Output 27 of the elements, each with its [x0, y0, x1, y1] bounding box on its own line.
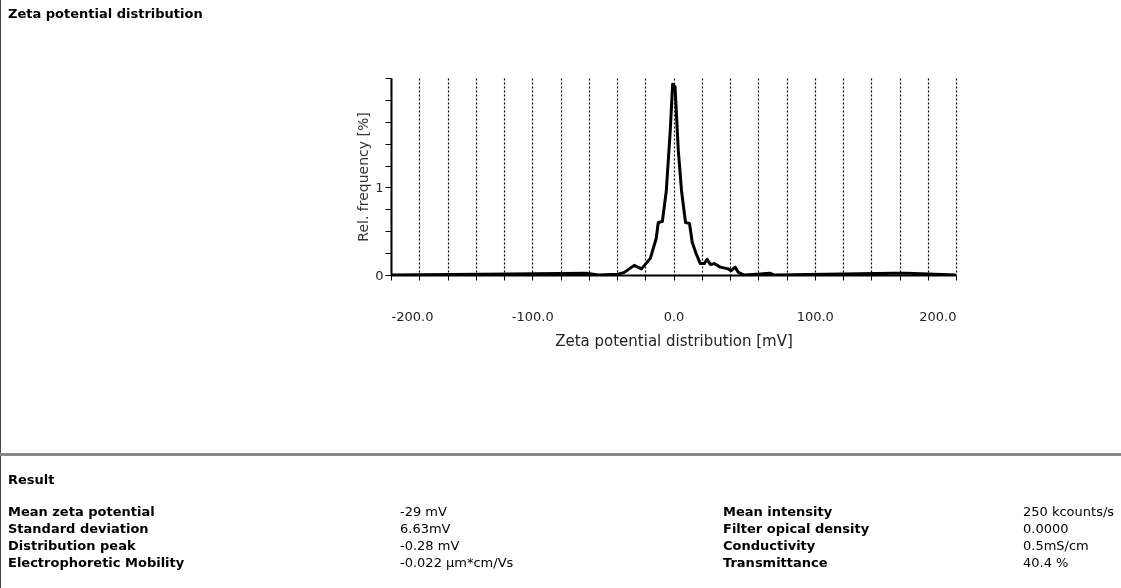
- x-tick-label: -200.0: [391, 308, 434, 324]
- x-tick-label: 200.0: [919, 308, 957, 324]
- text: 0.5mS/cm: [1023, 538, 1089, 553]
- y-tick-label: 0: [375, 267, 384, 283]
- text: Result: [8, 472, 55, 487]
- y-axis-title: Rel. frequency [%]: [355, 112, 372, 242]
- text: 6.63mV: [400, 521, 451, 536]
- text: Transmittance: [723, 555, 828, 570]
- text: Mean intensity: [723, 504, 833, 519]
- x-tick-label: 0.0: [663, 308, 685, 324]
- text: Mean zeta potential: [8, 504, 155, 519]
- text: 250 kcounts/s: [1023, 504, 1115, 519]
- text: -0.28 mV: [400, 538, 460, 553]
- text: 40.4 %: [1023, 555, 1069, 570]
- text: Zeta potential distribution: [8, 6, 203, 21]
- text: Electrophoretic Mobility: [8, 555, 185, 570]
- text: Standard deviation: [8, 521, 149, 536]
- text: -29 mV: [400, 504, 447, 519]
- y-tick-label: 1: [375, 179, 384, 195]
- x-axis-title: Zeta potential distribution [mV]: [555, 331, 793, 350]
- text: 0.0000: [1023, 521, 1069, 536]
- text: -0.022 µm*cm/Vs: [400, 555, 514, 570]
- x-tick-label: 100.0: [796, 308, 834, 324]
- x-tick-label: -100.0: [511, 308, 554, 324]
- text: Filter opical density: [723, 521, 870, 536]
- text: Distribution peak: [8, 538, 136, 553]
- text: Conductivity: [723, 538, 816, 553]
